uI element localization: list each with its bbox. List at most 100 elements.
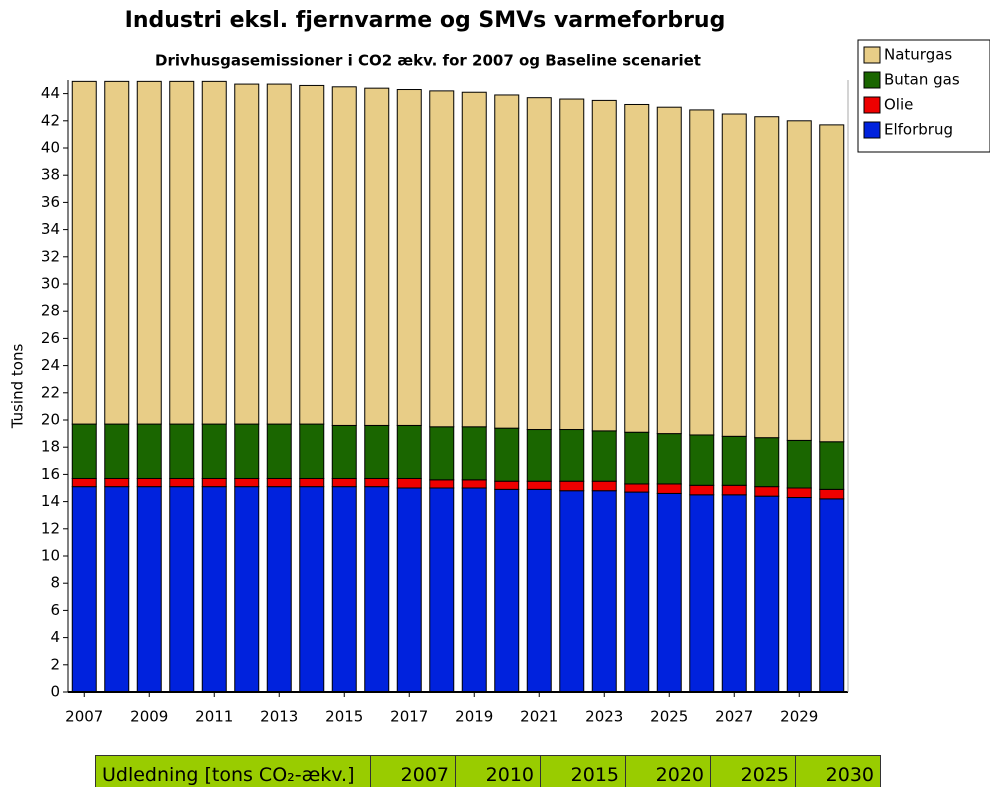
bar-segment [689, 494, 715, 693]
bar-segment [461, 487, 487, 693]
y-tick-label: 8 [50, 574, 60, 592]
bar-segment [461, 479, 487, 489]
y-tick-label: 36 [41, 193, 60, 211]
bar-segment [494, 480, 520, 490]
bar-segment [364, 486, 390, 693]
bar-segment [299, 423, 325, 479]
chart-title: Industri eksl. fjernvarme og SMVs varmef… [125, 8, 726, 33]
bar-segment [104, 486, 130, 693]
bar-segment [656, 433, 682, 485]
table-cell: 2007 [370, 755, 456, 787]
y-tick-label: 6 [50, 601, 60, 619]
bar-segment [786, 487, 812, 499]
legend-label: Olie [884, 96, 913, 114]
bar-segment [754, 495, 780, 693]
bar-segment [689, 109, 715, 436]
y-tick-label: 42 [41, 111, 60, 129]
bar-segment [396, 424, 422, 479]
bar-segment [591, 430, 617, 482]
bar-segment [234, 486, 260, 693]
bar-segment [136, 80, 162, 425]
bar-segment [656, 483, 682, 494]
y-tick-label: 34 [41, 220, 60, 238]
bar-segment [559, 490, 585, 693]
bar-segment [299, 477, 325, 488]
bar-segment [396, 487, 422, 693]
bar-segment [624, 491, 650, 693]
bar-segment [786, 497, 812, 693]
y-tick-label: 20 [41, 411, 60, 429]
bar-segment [526, 97, 552, 431]
bar-segment [104, 423, 130, 479]
legend-swatch [863, 121, 881, 139]
bar-segment [266, 83, 292, 425]
bar-segment [266, 486, 292, 693]
bar-segment [169, 423, 195, 479]
bar-segment [656, 492, 682, 693]
bar-segment [71, 80, 97, 425]
x-tick-label: 2029 [780, 708, 818, 726]
bar-segment [624, 483, 650, 493]
y-tick-label: 44 [41, 84, 60, 102]
bar-segment [104, 477, 130, 488]
table-cell: 2010 [455, 755, 541, 787]
bar-segment [819, 488, 845, 500]
bar-segment [429, 426, 455, 481]
legend-label: Naturgas [884, 46, 952, 64]
bar-segment [266, 423, 292, 479]
bar-segment [364, 87, 390, 426]
bar-segment [331, 477, 357, 488]
bar-segment [559, 429, 585, 482]
bar-segment [786, 120, 812, 441]
bar-segment [364, 477, 390, 488]
bar-segment [429, 479, 455, 489]
y-tick-label: 38 [41, 166, 60, 184]
y-tick-label: 14 [41, 492, 60, 510]
y-tick-label: 24 [41, 356, 60, 374]
bar-segment [201, 80, 227, 425]
bar-segment [331, 86, 357, 426]
bar-segment [71, 486, 97, 693]
table-cell: Udledning [tons CO₂-ækv.] [95, 755, 371, 787]
bar-segment [169, 486, 195, 693]
bar-segment [396, 477, 422, 489]
legend-swatch [863, 96, 881, 114]
bar-segment [201, 423, 227, 479]
y-tick-label: 4 [50, 628, 60, 646]
bar-segment [624, 431, 650, 485]
x-tick-label: 2019 [455, 708, 493, 726]
table-header: Udledning [tons CO₂-ækv.] 2007 2010 2015 202… [95, 755, 881, 787]
y-tick-label: 18 [41, 438, 60, 456]
y-tick-label: 0 [50, 683, 60, 701]
chart: Industri eksl. fjernvarme og SMVs varmef… [9, 8, 990, 726]
bar-segment [104, 80, 130, 425]
bar-segment [754, 116, 780, 439]
table-cell: 2015 [540, 755, 626, 787]
bar-segment [494, 427, 520, 482]
bar-segment [461, 91, 487, 428]
bar-segment [786, 439, 812, 489]
legend-label: Butan gas [884, 71, 960, 89]
bar-segment [819, 124, 845, 443]
x-tick-label: 2007 [65, 708, 103, 726]
bar-segment [234, 423, 260, 479]
y-tick-label: 40 [41, 139, 60, 157]
bar-segment [461, 426, 487, 481]
y-tick-label: 22 [41, 383, 60, 401]
y-tick-label: 26 [41, 329, 60, 347]
y-tick-label: 2 [50, 655, 60, 673]
y-tick-label: 30 [41, 275, 60, 293]
bar-segment [689, 484, 715, 496]
bar-segment [721, 113, 747, 437]
bar-segment [819, 498, 845, 693]
bar-segment [494, 488, 520, 693]
bar-segment [721, 435, 747, 486]
bar-segment [721, 484, 747, 496]
x-tick-label: 2025 [650, 708, 688, 726]
bar-segment [136, 477, 162, 488]
bar-segment [71, 423, 97, 479]
legend-swatch [863, 71, 881, 89]
bar-segment [331, 424, 357, 479]
bar-segment [591, 480, 617, 492]
